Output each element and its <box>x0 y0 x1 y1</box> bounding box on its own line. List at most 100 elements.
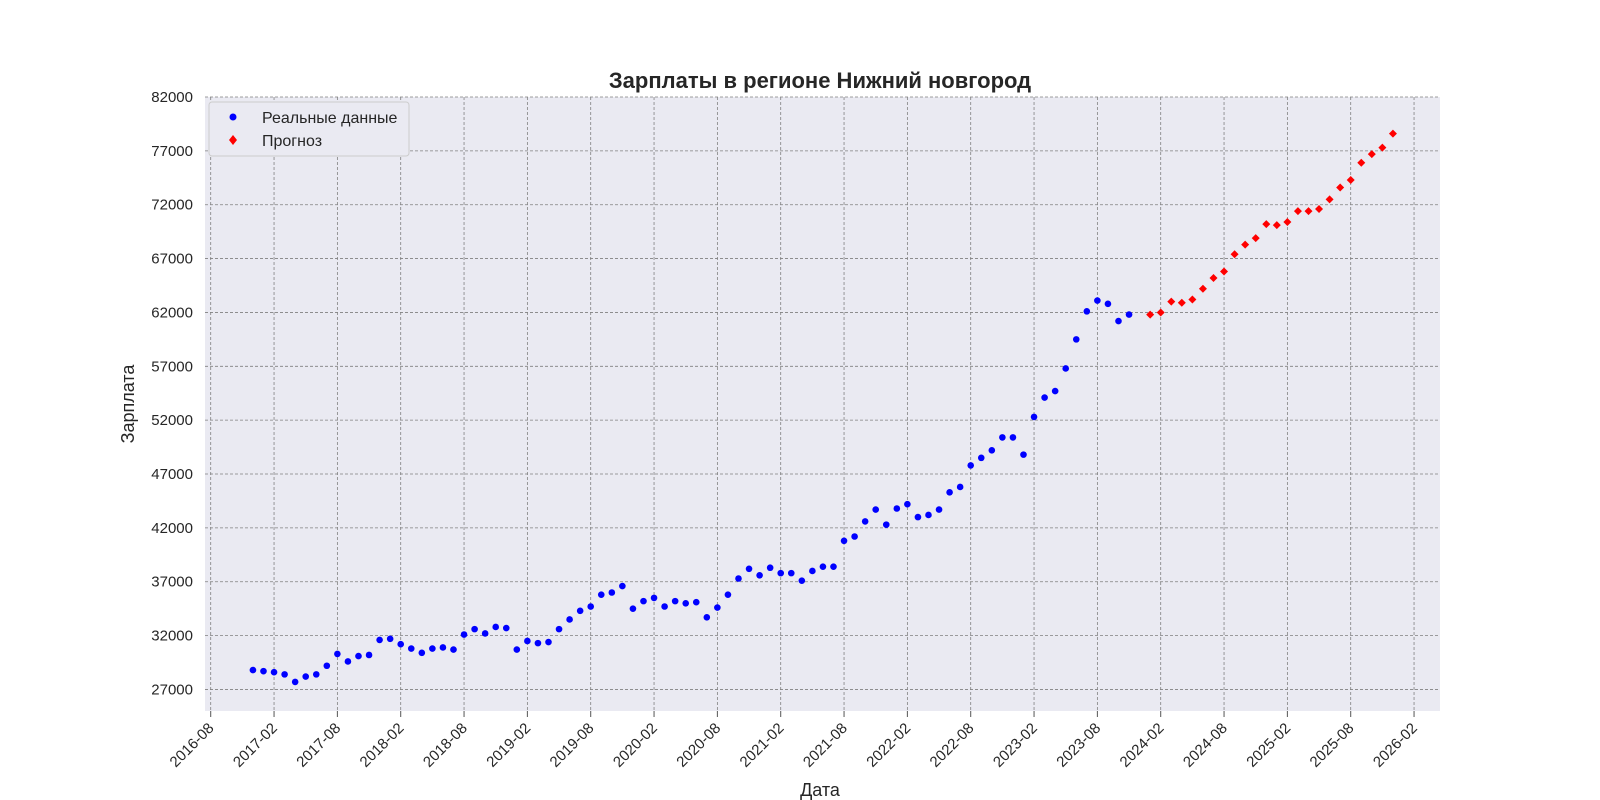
real-data-point <box>682 599 690 607</box>
real-data-point <box>1020 451 1027 458</box>
forecast-point <box>1198 284 1207 293</box>
real-data-point <box>355 652 362 660</box>
real-data-point <box>270 668 278 676</box>
real-data-point <box>281 671 288 678</box>
real-data-point <box>1009 434 1017 441</box>
forecast-point <box>1156 308 1165 317</box>
x-tick-label: 2022-02 <box>863 720 914 771</box>
y-tick-label: 42000 <box>151 520 193 537</box>
real-data-point <box>460 631 468 638</box>
grid-lines <box>205 96 1440 711</box>
forecast-point <box>1167 297 1176 306</box>
y-tick-label: 47000 <box>151 466 193 483</box>
real-data-point <box>513 646 521 653</box>
real-data-point <box>334 650 341 658</box>
x-axis-label: Дата <box>800 780 841 800</box>
x-tick-label: 2024-08 <box>1180 720 1231 771</box>
y-axis-ticks: 27000 32000 37000 42000 47000 52000 57000 62000… <box>151 89 193 698</box>
real-data-point <box>249 666 257 674</box>
y-tick-label: 72000 <box>151 197 193 214</box>
real-data-point <box>745 565 753 573</box>
forecast-point <box>1283 217 1292 226</box>
real-data-point <box>566 616 573 623</box>
forecast-point <box>1367 150 1376 159</box>
y-tick-label: 67000 <box>151 251 193 268</box>
real-data-point <box>650 594 658 602</box>
x-tick-label: 2021-08 <box>800 720 851 771</box>
real-data-point <box>397 640 405 648</box>
real-data-point <box>967 462 975 469</box>
real-data-point <box>344 658 352 665</box>
forecast-point <box>1325 195 1334 204</box>
real-data-point <box>555 625 563 633</box>
real-data-point <box>471 625 478 633</box>
real-data-point <box>840 537 848 545</box>
real-data-point <box>661 603 668 610</box>
real-data-point <box>291 678 299 686</box>
x-tick-label: 2019-08 <box>547 720 598 771</box>
legend-box <box>208 101 410 157</box>
real-data-point <box>1083 308 1091 315</box>
real-data-point <box>882 521 890 528</box>
real-data-point <box>977 454 985 462</box>
real-data-point <box>766 564 774 572</box>
forecast-point <box>1378 143 1387 152</box>
real-data-point <box>809 567 816 575</box>
x-tick-label: 2026-02 <box>1370 720 1421 771</box>
forecast-point <box>1146 310 1155 319</box>
real-data-point <box>787 569 795 577</box>
real-data-point <box>481 630 489 637</box>
real-data-point <box>1062 365 1070 372</box>
real-data-point <box>914 513 922 521</box>
x-tick-label: 2017-02 <box>230 720 281 771</box>
forecast-point <box>1209 273 1218 282</box>
real-data-point <box>756 571 763 579</box>
real-data-point <box>429 645 436 652</box>
legend-label-forecast: Прогноз <box>262 133 322 150</box>
y-tick-label: 62000 <box>151 304 193 321</box>
y-tick-label: 82000 <box>151 89 193 106</box>
real-data-point <box>1041 394 1048 401</box>
real-data-point <box>376 636 383 644</box>
real-data-point <box>671 597 679 605</box>
forecast-point <box>1304 207 1313 216</box>
real-data-point <box>893 505 901 512</box>
y-tick-label: 37000 <box>151 574 193 591</box>
forecast-point <box>1272 221 1281 230</box>
x-tick-label: 2019-02 <box>483 720 534 771</box>
real-data-point <box>1094 297 1101 304</box>
real-data-point <box>724 591 732 598</box>
real-data-point <box>830 563 837 570</box>
real-data-point <box>492 623 500 631</box>
legend: Реальные данные Прогноз <box>208 101 410 157</box>
x-axis-ticks: 2016-08 2017-02 2017-08 2018-02 2018-08 2019-… <box>167 711 1421 771</box>
real-data-point <box>872 506 880 513</box>
x-tick-label: 2017-08 <box>293 720 344 771</box>
real-data-point <box>619 582 626 590</box>
real-data-point <box>714 604 721 611</box>
real-data-point <box>777 569 785 577</box>
real-data-point <box>439 644 447 651</box>
forecast-point <box>1220 267 1229 276</box>
real-data-point <box>418 649 426 657</box>
real-data-point <box>956 483 964 491</box>
y-tick-label: 32000 <box>151 628 193 645</box>
real-data-point <box>1030 413 1038 421</box>
forecast-point <box>1388 129 1397 138</box>
real-data-point <box>1104 300 1112 308</box>
real-data-point <box>587 603 595 610</box>
forecast-point <box>1241 240 1250 249</box>
x-tick-label: 2020-02 <box>610 720 661 771</box>
real-data-point <box>735 575 742 582</box>
forecast-point <box>1188 295 1197 304</box>
real-data-point <box>386 635 394 643</box>
real-data-point <box>1072 336 1080 343</box>
real-data-point <box>1125 311 1133 318</box>
real-data-point <box>312 671 320 678</box>
forecast-point <box>1346 175 1355 184</box>
forecast-point <box>1315 205 1324 214</box>
real-data-point <box>524 637 531 645</box>
real-data-point <box>608 589 616 596</box>
forecast-point <box>1251 234 1260 243</box>
